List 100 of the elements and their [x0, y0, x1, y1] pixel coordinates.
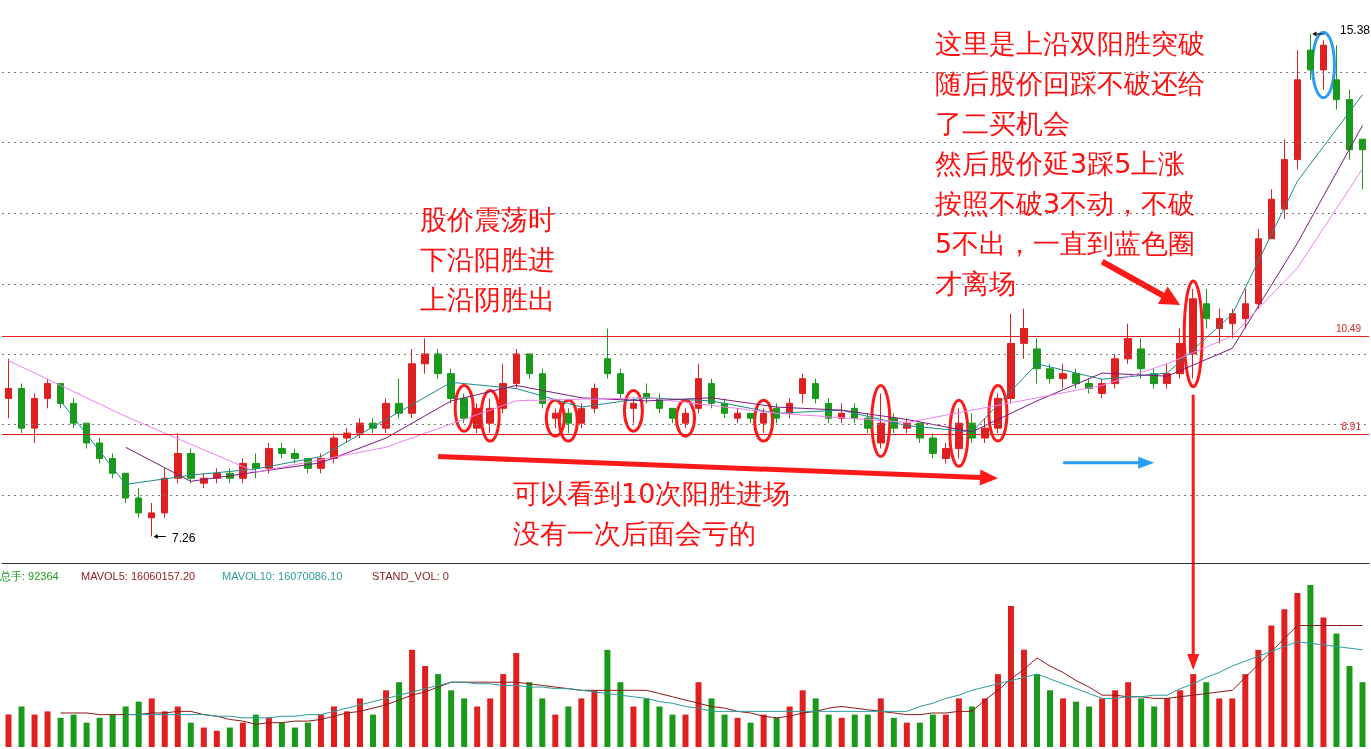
bar	[1177, 690, 1184, 747]
annotation: 股价震荡时	[420, 204, 555, 235]
bar	[916, 722, 923, 747]
bar	[565, 706, 572, 747]
bar	[526, 682, 533, 747]
bar	[265, 717, 272, 747]
text: 总手: 92364	[0, 569, 59, 582]
bar	[1125, 682, 1132, 747]
bar	[474, 706, 481, 747]
text: MAVOL10: 16070086.10	[222, 569, 343, 582]
bar	[1034, 674, 1041, 747]
bar	[109, 714, 116, 747]
bar	[122, 706, 129, 747]
bar	[1164, 698, 1171, 747]
bar	[44, 711, 51, 747]
bar	[825, 714, 832, 747]
bar	[31, 714, 38, 747]
bar	[1229, 698, 1236, 747]
bar	[213, 730, 220, 747]
bar	[83, 722, 90, 747]
bar	[239, 722, 246, 747]
y-tick-label: 8.91	[1341, 420, 1362, 432]
bar	[617, 682, 624, 747]
bar	[291, 727, 298, 747]
bar	[513, 653, 520, 747]
bar	[5, 714, 12, 747]
bar	[773, 717, 780, 747]
bar	[903, 722, 910, 747]
bar	[148, 698, 155, 747]
bar	[1190, 674, 1197, 747]
bar	[981, 698, 988, 747]
bar	[1099, 698, 1106, 747]
bar	[929, 714, 936, 747]
annotation: 没有一次后面会亏的	[513, 518, 756, 549]
bar	[174, 706, 181, 747]
bar	[135, 701, 142, 747]
y-tick-label: 10.49	[1335, 323, 1362, 335]
bar	[734, 717, 741, 747]
bar	[96, 717, 103, 747]
bar	[500, 674, 507, 747]
bar	[1007, 606, 1014, 747]
bar	[278, 722, 285, 747]
annotation: 才离场	[935, 268, 1016, 299]
bar	[630, 706, 637, 747]
bar	[864, 714, 871, 747]
bar	[1268, 625, 1275, 747]
bar	[994, 674, 1001, 747]
bar	[682, 714, 689, 747]
bar	[1346, 666, 1353, 747]
bar	[1255, 649, 1262, 747]
bar	[604, 649, 611, 747]
bar	[591, 690, 598, 747]
bar	[317, 714, 324, 747]
bar	[1047, 690, 1054, 747]
bar	[1307, 585, 1314, 747]
bar	[487, 698, 494, 747]
bar	[330, 706, 337, 747]
annotation: 下沿阳胜进	[420, 244, 555, 275]
annotation: 7.26	[172, 531, 196, 545]
bar	[851, 714, 858, 747]
bar	[1203, 682, 1210, 747]
bar	[448, 690, 455, 747]
bar	[552, 714, 559, 747]
bar	[226, 727, 233, 747]
bar	[200, 727, 207, 747]
bar	[812, 698, 819, 747]
bar	[643, 698, 650, 747]
bar	[890, 717, 897, 747]
bar	[877, 698, 884, 747]
bar	[70, 714, 77, 747]
bar	[1294, 593, 1301, 747]
bar	[656, 706, 663, 747]
bar	[1086, 706, 1093, 747]
bar	[435, 674, 442, 747]
bar	[1112, 690, 1119, 747]
bar	[1073, 701, 1080, 747]
bar	[187, 722, 194, 747]
bar	[1216, 698, 1223, 747]
bar	[1320, 617, 1327, 747]
bar	[838, 717, 845, 747]
bar	[721, 714, 728, 747]
annotation: 可以看到10次阳胜进场	[513, 478, 791, 509]
bar	[422, 666, 429, 747]
bar	[669, 714, 676, 747]
annotation: 按照不破3不动，不破	[935, 188, 1196, 219]
bar	[383, 690, 390, 747]
bar	[747, 722, 754, 747]
bar	[1281, 609, 1288, 747]
annotation: 上沿阴胜出	[420, 284, 555, 315]
bar	[1333, 633, 1340, 747]
bar	[409, 649, 416, 747]
annotation: 了二买机会	[935, 108, 1070, 139]
bar	[1060, 698, 1067, 747]
bar	[1242, 674, 1249, 747]
bar	[252, 714, 259, 747]
bar	[968, 706, 975, 747]
bar	[942, 714, 949, 747]
bar	[799, 690, 806, 747]
bar	[57, 717, 64, 747]
bar	[357, 698, 364, 747]
